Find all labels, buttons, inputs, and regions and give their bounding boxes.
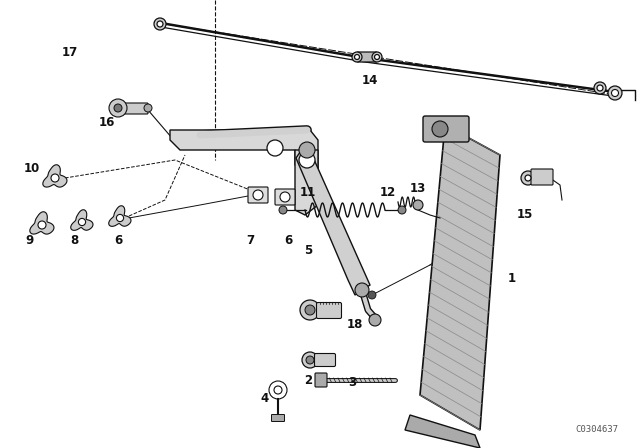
Polygon shape [109, 206, 131, 226]
FancyBboxPatch shape [531, 169, 553, 185]
Text: 16: 16 [99, 116, 115, 129]
Circle shape [306, 356, 314, 364]
Circle shape [300, 300, 320, 320]
Circle shape [109, 99, 127, 117]
Text: 11: 11 [300, 185, 316, 198]
Text: 15: 15 [517, 208, 533, 221]
Circle shape [369, 314, 381, 326]
Circle shape [608, 86, 622, 100]
Polygon shape [420, 125, 500, 430]
Text: 6: 6 [114, 233, 122, 246]
Circle shape [398, 206, 406, 214]
Circle shape [352, 52, 362, 62]
Circle shape [432, 121, 448, 137]
Circle shape [525, 175, 531, 181]
Polygon shape [295, 150, 318, 215]
FancyBboxPatch shape [124, 103, 148, 114]
FancyBboxPatch shape [271, 414, 285, 422]
Text: 4: 4 [261, 392, 269, 405]
Text: 6: 6 [284, 233, 292, 246]
Circle shape [267, 140, 283, 156]
Circle shape [299, 142, 315, 158]
Polygon shape [296, 145, 370, 295]
FancyBboxPatch shape [248, 187, 268, 203]
Text: 17: 17 [62, 46, 78, 59]
Text: 13: 13 [410, 181, 426, 194]
Circle shape [299, 152, 315, 168]
Polygon shape [170, 130, 318, 175]
Text: 1: 1 [508, 271, 516, 284]
Circle shape [372, 52, 382, 62]
Circle shape [157, 21, 163, 27]
Circle shape [38, 221, 46, 229]
Circle shape [368, 291, 376, 299]
Circle shape [79, 218, 86, 226]
FancyBboxPatch shape [357, 52, 377, 62]
Circle shape [355, 55, 360, 60]
Text: 3: 3 [348, 375, 356, 388]
Circle shape [114, 104, 122, 112]
Circle shape [253, 190, 263, 200]
Polygon shape [43, 165, 67, 187]
Circle shape [374, 55, 380, 60]
Text: 2: 2 [304, 374, 312, 387]
Circle shape [597, 85, 603, 91]
Polygon shape [405, 415, 480, 448]
Circle shape [279, 206, 287, 214]
Circle shape [594, 82, 606, 94]
Circle shape [280, 192, 290, 202]
Circle shape [305, 305, 315, 315]
FancyBboxPatch shape [317, 302, 342, 319]
FancyBboxPatch shape [315, 373, 327, 387]
Text: 9: 9 [26, 233, 34, 246]
Text: 14: 14 [362, 73, 378, 86]
Circle shape [51, 174, 59, 182]
FancyBboxPatch shape [275, 189, 295, 205]
Circle shape [302, 352, 318, 368]
Text: 5: 5 [304, 244, 312, 257]
FancyBboxPatch shape [314, 353, 335, 366]
Text: C0304637: C0304637 [575, 426, 618, 435]
Polygon shape [30, 212, 54, 234]
FancyBboxPatch shape [423, 116, 469, 142]
Polygon shape [71, 210, 93, 230]
Circle shape [355, 283, 369, 297]
Circle shape [144, 104, 152, 112]
Text: 7: 7 [246, 233, 254, 246]
Circle shape [413, 200, 423, 210]
Circle shape [154, 18, 166, 30]
Circle shape [116, 215, 124, 222]
Circle shape [521, 171, 535, 185]
Text: 12: 12 [380, 185, 396, 198]
Text: 8: 8 [70, 233, 78, 246]
Circle shape [611, 90, 618, 96]
Text: 10: 10 [24, 161, 40, 175]
Text: 18: 18 [347, 319, 363, 332]
